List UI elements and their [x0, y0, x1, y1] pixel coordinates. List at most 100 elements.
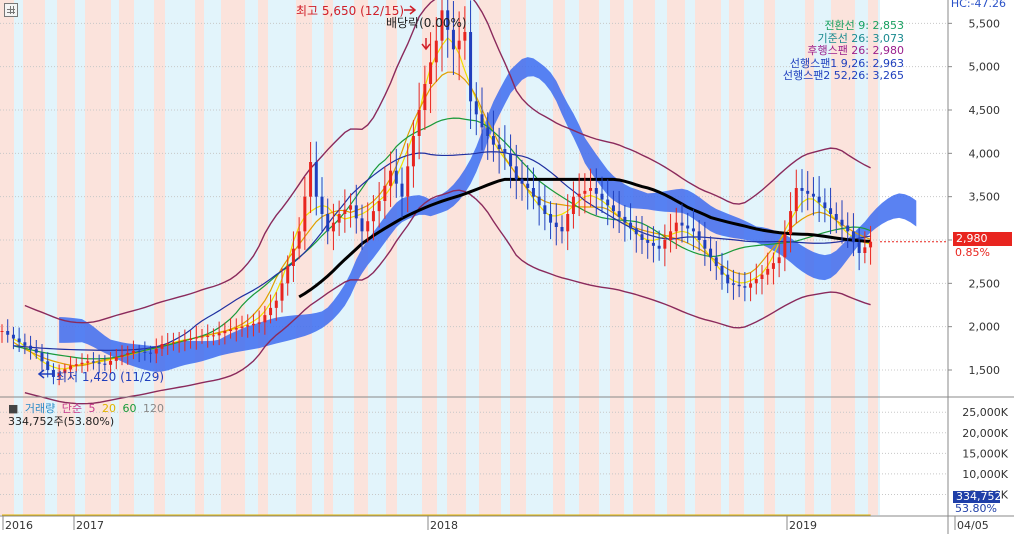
- candle-body: [389, 170, 393, 186]
- volume-legend-ma5: 5: [88, 402, 96, 415]
- candle-body: [549, 214, 553, 223]
- candle-body: [480, 114, 484, 128]
- candle-body: [246, 325, 250, 327]
- candle-body: [234, 328, 238, 330]
- candle-body: [303, 196, 307, 232]
- candle-body: [691, 228, 695, 232]
- candle-body: [69, 365, 73, 370]
- volume-legend-simple: 단순: [61, 402, 83, 415]
- candle-body: [794, 188, 798, 212]
- shade-band: [437, 0, 447, 515]
- candle-body: [349, 205, 353, 210]
- volume-legend-label: 거래량: [24, 402, 56, 415]
- volume-legend-ma20: 20: [102, 402, 117, 415]
- ichimoku-legend: 전환선 9: 2,853 기준선 26: 3,073 후행스팬 26: 2,98…: [782, 19, 904, 83]
- shade-band: [447, 0, 466, 515]
- candle-body: [509, 153, 513, 167]
- candle-body: [863, 247, 867, 253]
- shade-band: [721, 0, 729, 515]
- candle-body: [269, 307, 273, 316]
- shade-band: [386, 0, 397, 515]
- candle-body: [846, 225, 850, 232]
- shade-band: [599, 0, 610, 515]
- candle-body: [109, 360, 113, 365]
- time-tick-label: 2019: [789, 519, 817, 532]
- shade-band: [45, 0, 57, 515]
- price-change: 0.85%: [955, 246, 990, 259]
- candle-body: [177, 341, 181, 343]
- shade-band: [565, 0, 579, 515]
- candle-body: [223, 331, 227, 334]
- candle-body: [183, 339, 187, 342]
- candle-body: [309, 162, 313, 197]
- legend-item-lagging: 후행스팬 26: 2,980: [807, 44, 904, 58]
- shade-band: [221, 0, 245, 515]
- shade-band: [57, 0, 75, 515]
- volume-tick-label: 25,000K: [962, 406, 1008, 419]
- hc-label: HC:-47.26: [950, 0, 1006, 10]
- candle-body: [0, 331, 4, 332]
- volume-tick-label: 20,000K: [962, 427, 1008, 440]
- candle-body: [731, 283, 735, 285]
- candle-body: [566, 214, 570, 232]
- shade-band: [633, 0, 655, 515]
- candle-body: [429, 62, 433, 84]
- candle-body: [811, 193, 815, 197]
- candle-body: [851, 231, 855, 243]
- candle-body: [377, 201, 381, 212]
- candle-body: [383, 185, 387, 201]
- candle-body: [360, 218, 364, 232]
- candle-body: [29, 345, 33, 350]
- candle-body: [126, 352, 130, 355]
- candle-body: [623, 216, 627, 223]
- candle-body: [51, 370, 55, 377]
- candle-body: [40, 352, 44, 362]
- candle-body: [834, 214, 838, 220]
- candle-body: [600, 193, 604, 200]
- candle-body: [503, 149, 507, 154]
- candle-body: [634, 228, 638, 235]
- candle-body: [440, 10, 444, 41]
- candle-body: [474, 101, 478, 115]
- candle-body: [63, 369, 67, 374]
- shade-band: [744, 0, 764, 515]
- candle-body: [869, 241, 873, 248]
- candle-body: [737, 284, 741, 287]
- time-tick-label: 2017: [76, 519, 104, 532]
- candle-body: [589, 188, 593, 191]
- candle-body: [783, 234, 787, 258]
- candle-body: [160, 344, 164, 349]
- candle-body: [286, 266, 290, 284]
- candle-body: [491, 136, 495, 145]
- candle-body: [640, 234, 644, 240]
- candle-body: [114, 357, 118, 361]
- volume-legend-ma60: 60: [122, 402, 137, 415]
- candle-body: [331, 222, 335, 232]
- candle-body: [526, 183, 530, 188]
- candle-body: [823, 202, 827, 209]
- candle-body: [771, 263, 775, 269]
- shade-band: [23, 0, 45, 515]
- candle-body: [120, 354, 124, 357]
- candle-body: [23, 342, 27, 346]
- candle-body: [726, 274, 730, 284]
- candle-body: [669, 231, 673, 240]
- legend-item-leading2: 선행스팬2 52,26: 3,265: [782, 69, 904, 83]
- candle-body: [143, 351, 147, 353]
- candle-body: [829, 208, 833, 214]
- candle-body: [274, 300, 278, 308]
- candle-body: [760, 274, 764, 279]
- candle-body: [577, 193, 581, 197]
- candle-body: [57, 373, 61, 377]
- candle-body: [451, 29, 455, 50]
- shade-band: [553, 0, 565, 515]
- high-annotation: 최고 5,650 (12/15): [296, 4, 405, 18]
- grid-toggle-icon[interactable]: [4, 3, 18, 17]
- volume-value: 334,752주(53.80%): [8, 415, 115, 428]
- candle-body: [457, 40, 461, 50]
- candle-body: [280, 283, 284, 301]
- current-volume-tag: 334,752: [953, 491, 1002, 503]
- shade-band: [333, 0, 354, 515]
- candle-body: [297, 231, 301, 249]
